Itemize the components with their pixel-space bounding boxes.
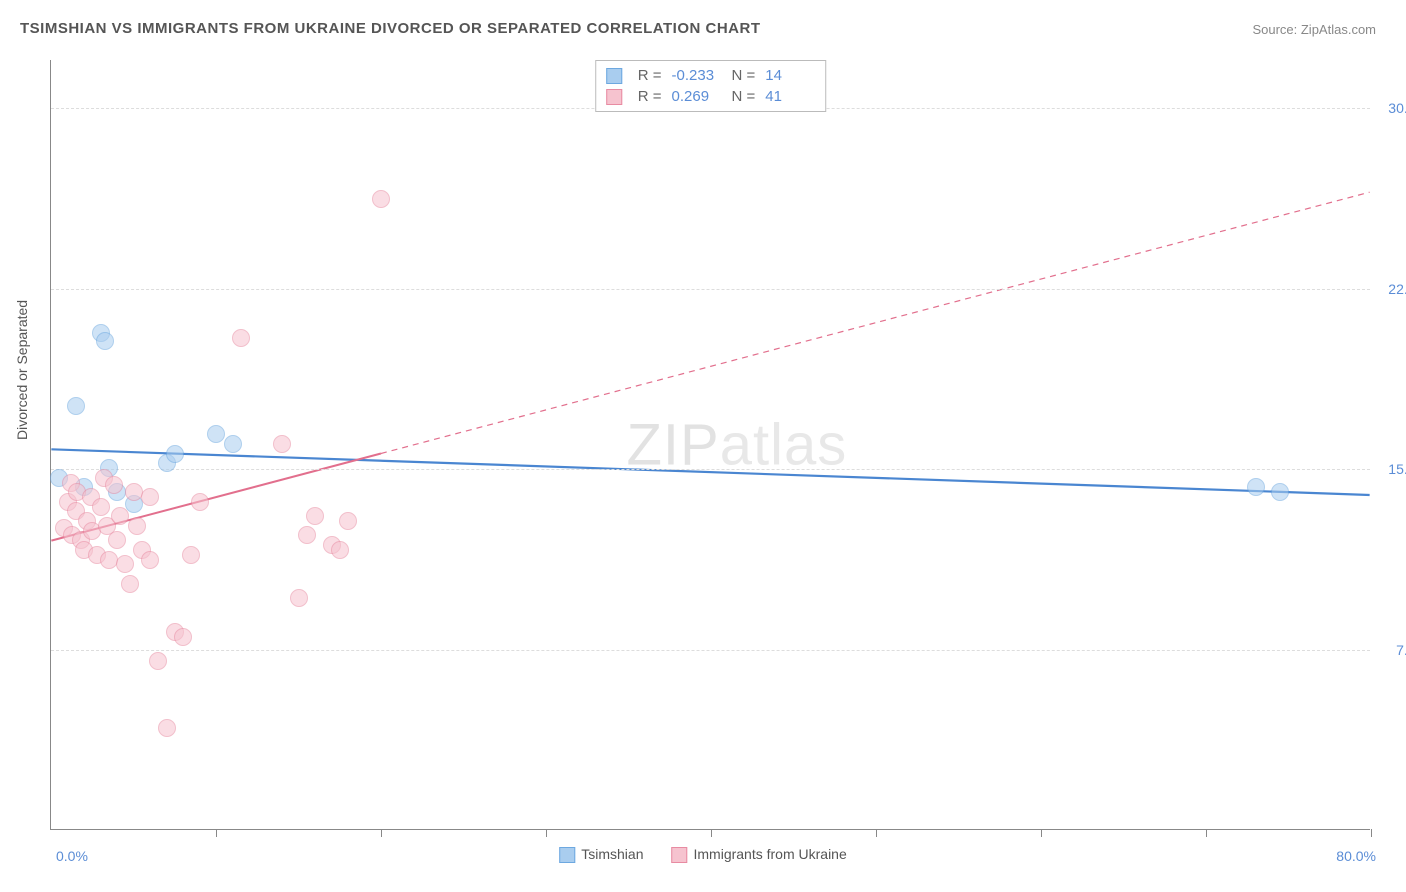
watermark-bold: ZIP (627, 412, 720, 477)
x-tick (1041, 829, 1042, 837)
data-point (290, 589, 308, 607)
legend-item: Immigrants from Ukraine (671, 846, 846, 863)
data-point (141, 551, 159, 569)
data-point (96, 332, 114, 350)
legend-swatch (606, 68, 622, 84)
data-point (100, 551, 118, 569)
data-point (1271, 483, 1289, 501)
data-point (191, 493, 209, 511)
watermark: ZIPatlas (627, 411, 848, 478)
data-point (158, 719, 176, 737)
data-point (306, 507, 324, 525)
regression-line-solid (51, 449, 1369, 495)
data-point (67, 397, 85, 415)
data-point (149, 652, 167, 670)
data-point (372, 190, 390, 208)
regression-line-dashed (381, 192, 1370, 453)
y-tick-label: 22.5% (1376, 281, 1406, 297)
data-point (331, 541, 349, 559)
x-tick (546, 829, 547, 837)
data-point (232, 329, 250, 347)
y-tick-label: 15.0% (1376, 461, 1406, 477)
gridline (51, 650, 1370, 651)
data-point (108, 531, 126, 549)
series-legend: Tsimshian Immigrants from Ukraine (559, 846, 847, 863)
x-axis-min-label: 0.0% (56, 848, 88, 864)
data-point (1247, 478, 1265, 496)
stat-r-value: -0.233 (672, 67, 722, 84)
y-tick-label: 30.0% (1376, 100, 1406, 116)
data-point (125, 483, 143, 501)
data-point (121, 575, 139, 593)
x-tick (1371, 829, 1372, 837)
data-point (174, 628, 192, 646)
data-point (166, 445, 184, 463)
data-point (116, 555, 134, 573)
stat-n-value: 41 (765, 88, 815, 105)
stat-n-label: N = (732, 67, 756, 84)
stat-n-value: 14 (765, 67, 815, 84)
data-point (105, 476, 123, 494)
data-point (224, 435, 242, 453)
stat-r-label: R = (638, 67, 662, 84)
legend-swatch (606, 89, 622, 105)
y-axis-label: Divorced or Separated (14, 300, 30, 440)
data-point (141, 488, 159, 506)
source-label: Source: ZipAtlas.com (1252, 22, 1376, 37)
x-tick (876, 829, 877, 837)
data-point (128, 517, 146, 535)
x-tick (381, 829, 382, 837)
legend-label: Tsimshian (581, 846, 643, 862)
stats-legend: R = -0.233 N = 14 R = 0.269 N = 41 (595, 60, 827, 112)
legend-swatch (671, 847, 687, 863)
data-point (339, 512, 357, 530)
legend-label: Immigrants from Ukraine (693, 846, 846, 862)
stat-row: R = 0.269 N = 41 (606, 86, 816, 107)
stat-n-label: N = (732, 88, 756, 105)
legend-swatch (559, 847, 575, 863)
gridline (51, 289, 1370, 290)
stat-row: R = -0.233 N = 14 (606, 65, 816, 86)
data-point (182, 546, 200, 564)
x-axis-max-label: 80.0% (1336, 848, 1376, 864)
plot-area: ZIPatlas R =-0.233N =14R =0.269N =41 7.5… (50, 60, 1370, 830)
chart-title: TSIMSHIAN VS IMMIGRANTS FROM UKRAINE DIV… (20, 20, 761, 37)
y-tick-label: 7.5% (1376, 642, 1406, 658)
x-tick (711, 829, 712, 837)
data-point (92, 498, 110, 516)
data-point (273, 435, 291, 453)
regression-lines (51, 60, 1370, 829)
stat-r-value: 0.269 (672, 88, 722, 105)
data-point (207, 425, 225, 443)
data-point (111, 507, 129, 525)
stat-r-label: R = (638, 88, 662, 105)
data-point (298, 526, 316, 544)
watermark-thin: atlas (720, 412, 848, 477)
legend-item: Tsimshian (559, 846, 643, 863)
gridline (51, 469, 1370, 470)
x-tick (216, 829, 217, 837)
x-tick (1206, 829, 1207, 837)
